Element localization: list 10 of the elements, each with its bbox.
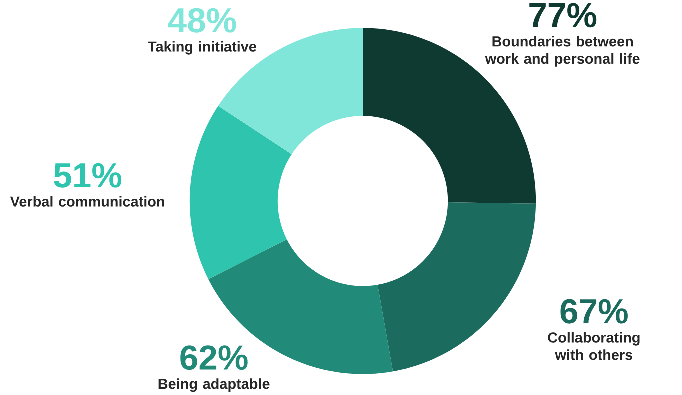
data-label: 77% bbox=[530, 3, 597, 28]
slice-label: Collaborating with others bbox=[548, 332, 640, 360]
slice-label: Verbal communication bbox=[10, 196, 164, 207]
data-label: 67% bbox=[560, 299, 628, 324]
data-label: 62% bbox=[180, 345, 248, 370]
data-label: 48% bbox=[168, 8, 236, 33]
slice-label: Being adaptable bbox=[158, 378, 270, 392]
slice-label: Taking initiative bbox=[148, 41, 256, 55]
data-label: 51% bbox=[54, 163, 122, 188]
slice-label: Boundaries between work and personal life bbox=[485, 36, 640, 67]
